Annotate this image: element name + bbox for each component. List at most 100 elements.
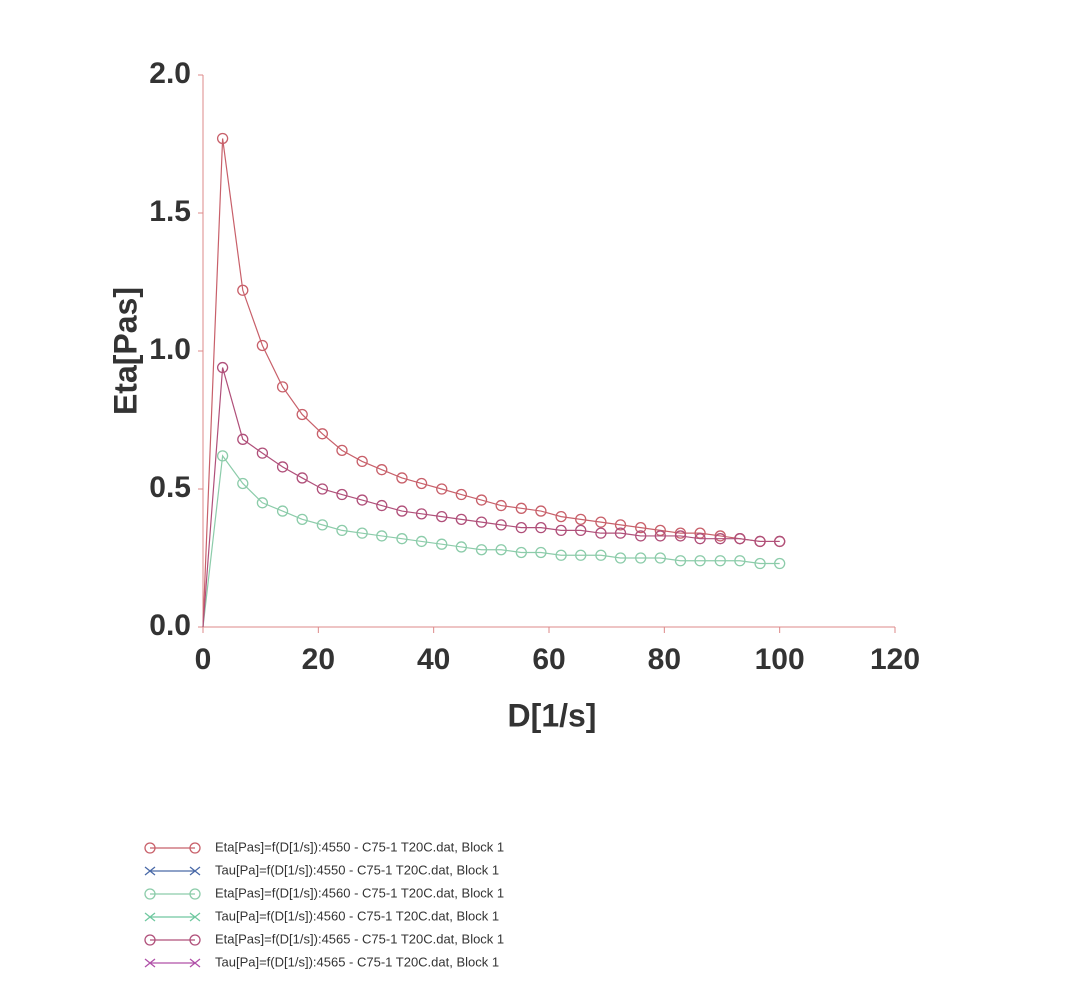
data-point	[515, 521, 527, 534]
legend-marker	[189, 934, 201, 946]
data-point	[614, 519, 627, 531]
series-line	[202, 454, 780, 628]
data-point	[734, 533, 746, 545]
data-point	[515, 546, 527, 559]
data-point	[216, 361, 229, 374]
data-point	[714, 530, 726, 542]
data-point	[396, 533, 408, 545]
data-point	[555, 524, 567, 537]
data-point	[396, 505, 408, 517]
data-point	[535, 505, 547, 517]
data-point	[436, 510, 448, 523]
data-point	[654, 530, 666, 542]
data-point	[296, 408, 308, 421]
x-tick-label: 0	[195, 643, 212, 676]
data-point	[316, 483, 329, 495]
data-point	[216, 450, 229, 462]
data-point	[635, 521, 647, 534]
data-point	[635, 530, 647, 542]
data-point	[754, 535, 766, 548]
data-point	[595, 549, 607, 561]
data-point	[356, 494, 368, 506]
y-axis-label: Eta[Pas]	[107, 287, 143, 415]
data-point	[714, 555, 726, 567]
data-point	[436, 483, 448, 495]
x-tick-label: 60	[532, 643, 565, 676]
y-tick-label: 0.5	[149, 471, 191, 504]
y-tick-label: 1.5	[149, 195, 191, 228]
legend-marker	[189, 958, 201, 968]
data-point	[515, 502, 527, 514]
data-point	[216, 132, 229, 145]
legend-marker	[189, 842, 201, 854]
x-tick-label: 120	[870, 643, 920, 676]
y-tick-label: 1.0	[149, 333, 191, 366]
legend-marker	[144, 912, 156, 922]
data-point	[774, 535, 786, 548]
legend-label: Eta[Pas]=f(D[1/s]):4565 - C75-1 T20C.dat…	[215, 931, 504, 946]
data-point	[276, 505, 289, 517]
legend-label: Eta[Pas]=f(D[1/s]):4560 - C75-1 T20C.dat…	[215, 885, 504, 900]
legend-marker	[144, 934, 156, 946]
data-point	[455, 488, 467, 501]
data-point	[694, 533, 706, 545]
data-point	[455, 541, 467, 553]
data-point	[356, 527, 368, 539]
data-point	[714, 533, 726, 545]
data-point	[336, 488, 348, 501]
data-point	[535, 546, 547, 559]
legend-label: Tau[Pa]=f(D[1/s]):4565 - C75-1 T20C.dat,…	[215, 954, 499, 969]
data-point	[237, 433, 249, 445]
legend-marker	[144, 958, 156, 968]
data-point	[376, 464, 388, 476]
data-point	[336, 444, 348, 457]
data-point	[237, 477, 249, 490]
data-point	[276, 461, 289, 473]
data-point	[495, 519, 507, 531]
data-point	[276, 381, 289, 393]
data-point	[376, 530, 388, 542]
legend-marker	[144, 888, 156, 900]
data-point	[495, 544, 507, 556]
data-point	[336, 524, 348, 537]
data-point	[296, 472, 308, 484]
data-point	[415, 477, 428, 490]
data-point	[475, 516, 488, 528]
data-point	[256, 447, 269, 459]
legend-marker	[189, 866, 201, 876]
data-point	[376, 499, 388, 512]
x-tick-label: 40	[417, 643, 450, 676]
legend-label: Tau[Pa]=f(D[1/s]):4550 - C75-1 T20C.dat,…	[215, 862, 499, 877]
data-point	[475, 544, 488, 556]
data-point	[595, 516, 607, 528]
data-point	[734, 555, 746, 567]
y-tick-label: 0.0	[149, 609, 191, 642]
legend-marker	[189, 888, 201, 900]
data-point	[296, 513, 308, 526]
data-point	[495, 499, 507, 512]
data-point	[256, 339, 269, 352]
y-tick-label: 2.0	[149, 57, 191, 90]
data-point	[535, 521, 547, 534]
data-point	[356, 455, 368, 468]
data-point	[475, 494, 488, 506]
data-point	[674, 555, 687, 567]
data-point	[575, 549, 587, 561]
x-axis-label: D[1/s]	[508, 697, 597, 733]
data-point	[436, 538, 448, 550]
x-tick-label: 100	[755, 643, 805, 676]
data-point	[396, 472, 408, 484]
data-point	[555, 510, 567, 523]
legend-label: Eta[Pas]=f(D[1/s]):4550 - C75-1 T20C.dat…	[215, 839, 504, 854]
data-point	[694, 555, 706, 567]
data-point	[237, 284, 249, 296]
data-point	[774, 557, 786, 570]
legend-marker	[189, 912, 201, 922]
data-point	[754, 557, 766, 570]
series-line	[202, 138, 780, 628]
data-point	[614, 527, 627, 539]
x-tick-label: 80	[648, 643, 681, 676]
x-tick-label: 20	[302, 643, 335, 676]
data-point	[415, 508, 428, 520]
